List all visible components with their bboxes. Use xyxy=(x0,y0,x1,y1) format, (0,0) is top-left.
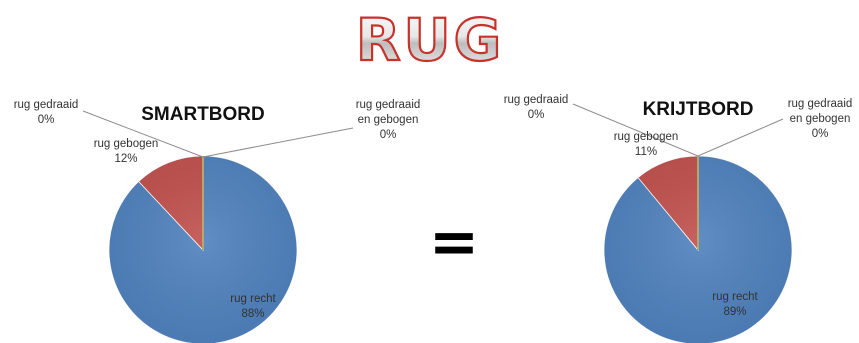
data-label-rug-gebogen: rug gebogen 12% xyxy=(94,138,159,165)
data-labels: rug recht 89% rug gebogen 11% rug gedraaid 0%… xyxy=(504,94,853,318)
leader-line-rug-gedraaid xyxy=(572,103,699,157)
pie-slices xyxy=(603,155,793,343)
leader-line-rug-gedraaid-en-gebogen xyxy=(697,118,784,157)
data-label-rug-gedraaid: rug gedraaid 0% xyxy=(14,99,79,126)
pie-chart-krijtbord: KRIJTBORD rug recht 89%rug gebogen 11%rug … xyxy=(504,94,853,343)
page-title: RUG xyxy=(356,6,504,74)
pie-slices xyxy=(108,155,298,343)
leader-line-rug-gedraaid-en-gebogen xyxy=(202,127,354,158)
leader-line-rug-gedraaid xyxy=(82,110,204,158)
chart-title: KRIJTBORD xyxy=(643,99,754,120)
data-label-rug-gedraaid-en-gebogen: rug gedraaid en gebogen 0% xyxy=(788,98,853,140)
data-label-rug-recht: rug recht 89% xyxy=(712,291,758,318)
chart-title: SMARTBORD xyxy=(141,104,265,125)
pie-chart-smartbord: SMARTBORD rug recht 88%rug gebogen 12%rug … xyxy=(14,99,421,343)
leader-lines xyxy=(572,103,784,157)
equals-sign: = xyxy=(429,207,479,277)
data-label-rug-gebogen: rug gebogen 11% xyxy=(614,131,679,158)
data-labels: rug recht 88% rug gebogen 12% rug gedraaid 0%… xyxy=(14,99,421,320)
data-label-rug-gedraaid: rug gedraaid 0% xyxy=(504,94,569,121)
data-label-rug-recht: rug recht 88% xyxy=(230,293,276,320)
leader-lines xyxy=(82,110,354,158)
data-label-rug-gedraaid-en-gebogen: rug gedraaid en gebogen 0% xyxy=(356,99,421,141)
